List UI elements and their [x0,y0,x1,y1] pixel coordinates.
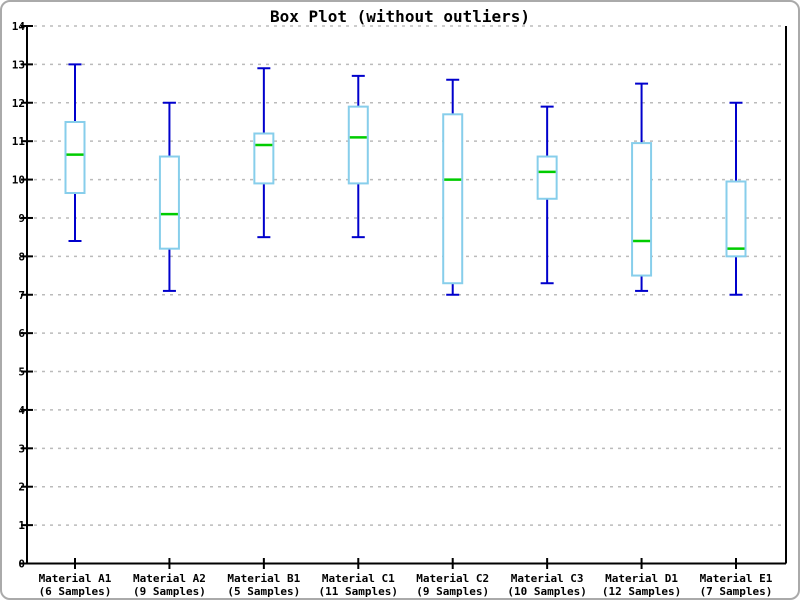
iqr-box [158,155,180,250]
sample-count-label: (9 Samples) [133,585,206,598]
y-tick-label: 4 [18,404,25,417]
chart-title: Box Plot (without outliers) [269,7,531,26]
y-tick-label: 9 [18,212,25,225]
y-tick-label: 1 [18,519,25,532]
category-label: Material C2 [416,572,489,585]
y-tick-label: 5 [18,366,25,379]
iqr-box [347,105,369,185]
y-tick-label: 2 [18,481,25,494]
category-label: Material A1 [39,572,112,585]
y-tick-label: 7 [18,289,25,302]
category-label: Material C3 [511,572,584,585]
iqr-box [253,132,275,185]
sample-count-label: (6 Samples) [39,585,112,598]
sample-count-label: (9 Samples) [416,585,489,598]
iqr-box [725,180,747,258]
sample-count-label: (11 Samples) [319,585,398,598]
category-label: Material E1 [700,572,773,585]
sample-count-label: (7 Samples) [700,585,773,598]
category-label: Material B1 [227,572,300,585]
y-tick-label: 3 [18,442,25,455]
y-tick-label: 6 [18,327,25,340]
category-label: Material C1 [322,572,395,585]
category-label: Material D1 [605,572,678,585]
iqr-box [536,155,558,200]
y-tick-label: 14 [12,20,26,33]
category-label: Material A2 [133,572,206,585]
iqr-box [64,120,86,195]
sample-count-label: (10 Samples) [507,585,586,598]
y-tick-label: 13 [12,58,25,71]
iqr-box [631,142,653,277]
y-tick-label: 11 [12,135,26,148]
sample-count-label: (12 Samples) [602,585,681,598]
y-tick-label: 0 [18,558,25,571]
y-tick-label: 10 [12,174,25,187]
y-tick-label: 12 [12,97,25,110]
sample-count-label: (5 Samples) [227,585,300,598]
iqr-box [442,113,464,285]
y-tick-label: 8 [18,250,25,263]
